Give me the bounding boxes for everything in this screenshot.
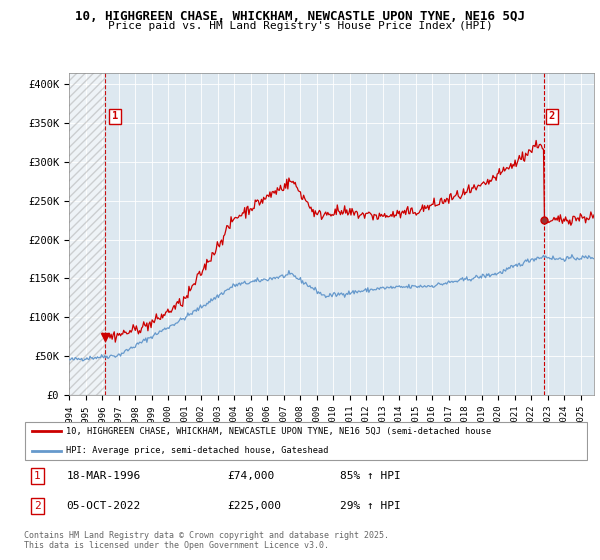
Text: 05-OCT-2022: 05-OCT-2022 bbox=[66, 501, 140, 511]
Text: Price paid vs. HM Land Registry's House Price Index (HPI): Price paid vs. HM Land Registry's House … bbox=[107, 21, 493, 31]
Text: 29% ↑ HPI: 29% ↑ HPI bbox=[340, 501, 401, 511]
Text: 85% ↑ HPI: 85% ↑ HPI bbox=[340, 471, 401, 481]
Text: 10, HIGHGREEN CHASE, WHICKHAM, NEWCASTLE UPON TYNE, NE16 5QJ: 10, HIGHGREEN CHASE, WHICKHAM, NEWCASTLE… bbox=[75, 10, 525, 22]
Bar bbox=[69, 73, 106, 395]
Text: Contains HM Land Registry data © Crown copyright and database right 2025.
This d: Contains HM Land Registry data © Crown c… bbox=[24, 531, 389, 550]
Text: 2: 2 bbox=[34, 501, 41, 511]
Text: £225,000: £225,000 bbox=[227, 501, 281, 511]
Text: 1: 1 bbox=[34, 471, 41, 481]
Text: 18-MAR-1996: 18-MAR-1996 bbox=[66, 471, 140, 481]
Text: 1: 1 bbox=[112, 111, 118, 122]
Text: 2: 2 bbox=[549, 111, 555, 122]
FancyBboxPatch shape bbox=[25, 422, 587, 460]
Text: 10, HIGHGREEN CHASE, WHICKHAM, NEWCASTLE UPON TYNE, NE16 5QJ (semi-detached hous: 10, HIGHGREEN CHASE, WHICKHAM, NEWCASTLE… bbox=[66, 427, 491, 436]
Text: HPI: Average price, semi-detached house, Gateshead: HPI: Average price, semi-detached house,… bbox=[66, 446, 329, 455]
Text: £74,000: £74,000 bbox=[227, 471, 274, 481]
